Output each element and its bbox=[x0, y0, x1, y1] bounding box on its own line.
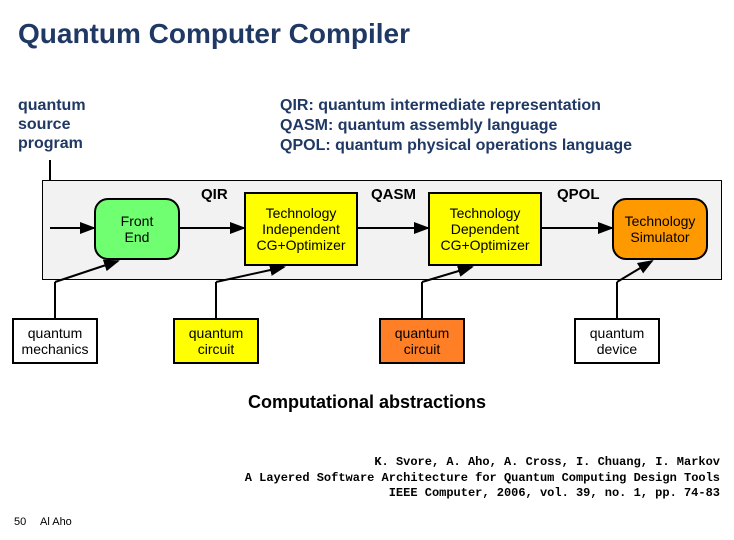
node-tech-indep: Technology Independent CG+Optimizer bbox=[244, 192, 358, 266]
slide-number: 50 bbox=[14, 516, 26, 528]
edge-label-qasm: QASM bbox=[371, 186, 416, 203]
legend-right-l2: QASM: quantum assembly language bbox=[280, 116, 632, 136]
page-title: Quantum Computer Compiler bbox=[18, 18, 410, 50]
node-quantum-circuit-1: quantum circuit bbox=[173, 318, 259, 364]
abstractions-label: Computational abstractions bbox=[0, 392, 734, 413]
citation: K. Svore, A. Aho, A. Cross, I. Chuang, I… bbox=[245, 455, 720, 502]
node-tech-dep: Technology Dependent CG+Optimizer bbox=[428, 192, 542, 266]
node-qd-label: quantum device bbox=[590, 325, 644, 357]
legend-right-l1: QIR: quantum intermediate representation bbox=[280, 96, 632, 116]
footer-author: Al Aho bbox=[40, 516, 72, 528]
node-quantum-mechanics: quantum mechanics bbox=[12, 318, 98, 364]
edge-label-qpol: QPOL bbox=[557, 186, 600, 203]
node-tech-dep-label: Technology Dependent CG+Optimizer bbox=[440, 205, 529, 253]
node-quantum-device: quantum device bbox=[574, 318, 660, 364]
node-quantum-circuit-2: quantum circuit bbox=[379, 318, 465, 364]
node-front-end-label: Front End bbox=[121, 213, 154, 245]
node-front-end: Front End bbox=[94, 198, 180, 260]
legend-right: QIR: quantum intermediate representation… bbox=[280, 96, 632, 156]
citation-l3: IEEE Computer, 2006, vol. 39, no. 1, pp.… bbox=[245, 486, 720, 502]
legend-left: quantum source program bbox=[18, 96, 86, 154]
node-tech-indep-label: Technology Independent CG+Optimizer bbox=[256, 205, 345, 253]
citation-l1: K. Svore, A. Aho, A. Cross, I. Chuang, I… bbox=[245, 455, 720, 471]
legend-right-l3: QPOL: quantum physical operations langua… bbox=[280, 136, 632, 156]
node-qm-label: quantum mechanics bbox=[22, 325, 89, 357]
node-simulator: Technology Simulator bbox=[612, 198, 708, 260]
node-simulator-label: Technology Simulator bbox=[625, 213, 696, 245]
legend-left-l1: quantum bbox=[18, 96, 86, 115]
citation-l2: A Layered Software Architecture for Quan… bbox=[245, 471, 720, 487]
node-qc2-label: quantum circuit bbox=[395, 325, 449, 357]
legend-left-l3: program bbox=[18, 134, 86, 153]
node-qc1-label: quantum circuit bbox=[189, 325, 243, 357]
legend-left-l2: source bbox=[18, 115, 86, 134]
edge-label-qir: QIR bbox=[201, 186, 228, 203]
